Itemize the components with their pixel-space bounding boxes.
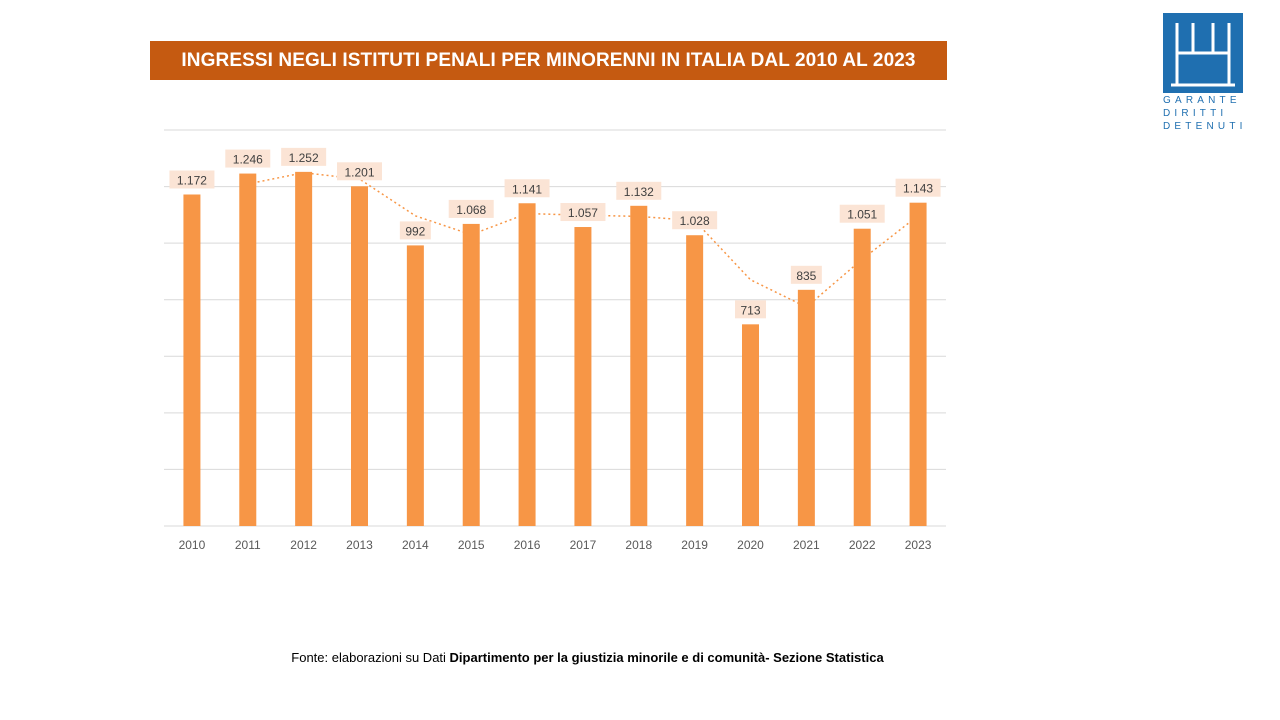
x-tick-2022: 2022: [849, 538, 876, 552]
x-tick-2011: 2011: [235, 538, 261, 552]
data-label-2022: 1.051: [847, 208, 877, 222]
bar-2015: [462, 223, 480, 526]
x-tick-2015: 2015: [458, 538, 485, 552]
bar-2010: [183, 194, 201, 526]
data-label-bg: [839, 204, 885, 223]
data-label-2014: 992: [405, 224, 425, 238]
source-note: Fonte: elaborazioni su Dati Dipartimento…: [0, 650, 1175, 665]
data-label-2017: 1.057: [568, 206, 598, 220]
logo-line-2: DIRITTI: [1163, 108, 1228, 119]
data-label-bg: [337, 162, 382, 181]
garante-logo-icon: [1163, 13, 1243, 93]
bar-2011: [239, 173, 257, 526]
data-label-bg: [281, 147, 327, 166]
bar-2016: [518, 203, 536, 526]
x-tick-2017: 2017: [570, 538, 597, 552]
x-tick-2014: 2014: [402, 538, 429, 552]
bar-2013: [351, 186, 368, 526]
x-tick-2016: 2016: [514, 538, 541, 552]
bar-2017: [574, 227, 592, 526]
bar-2020: [742, 324, 759, 526]
data-label-2018: 1.132: [624, 185, 654, 199]
data-label-2019: 1.028: [680, 214, 710, 228]
x-tick-2019: 2019: [681, 538, 708, 552]
x-tick-2023: 2023: [905, 538, 932, 552]
data-label-bg: [616, 181, 662, 200]
bar-2012: [295, 171, 313, 526]
chart-title: INGRESSI NEGLI ISTITUTI PENALI PER MINOR…: [150, 41, 947, 80]
data-label-2020: 713: [740, 303, 760, 317]
logo-line-3: DETENUTI: [1163, 121, 1247, 132]
x-axis-ticks: 2010 2011 2012 2013 2014 2015 2016 2017 2018 2019…: [179, 538, 932, 552]
data-label-bg: [504, 179, 550, 198]
bar-2021: [797, 289, 815, 526]
trendline: [247, 171, 919, 308]
data-label-bg: [399, 221, 431, 240]
data-label-2015: 1.068: [456, 203, 486, 217]
garante-logo: GARANTE DIRITTI DETENUTI: [1163, 13, 1245, 132]
data-label-2012: 1.252: [289, 151, 319, 165]
source-bold: Dipartimento per la giustizia minorile e…: [449, 650, 884, 665]
x-tick-2021: 2021: [793, 538, 820, 552]
bar-2018: [630, 205, 648, 526]
data-label-bg: [895, 178, 941, 197]
data-label-bg: [735, 300, 766, 319]
logo-line-1: GARANTE: [1163, 95, 1241, 106]
bar-2023: [909, 202, 927, 527]
data-label-bg: [672, 211, 718, 230]
grid-lines: [164, 129, 946, 527]
data-labels: 1.172 1.246 1.252 1.201 992 1.068 1.141 1.057 1.…: [169, 147, 941, 319]
data-label-2013: 1.201: [344, 165, 374, 179]
bar-2022: [853, 228, 871, 526]
data-label-2016: 1.141: [512, 182, 542, 196]
data-label-2011: 1.246: [233, 153, 263, 167]
data-label-bg: [169, 170, 215, 189]
bars: [183, 171, 927, 527]
data-label-bg: [448, 199, 494, 218]
x-tick-2018: 2018: [625, 538, 652, 552]
source-prefix: Fonte: elaborazioni su Dati: [291, 650, 450, 665]
trendline-path: [247, 171, 919, 308]
data-label-2010: 1.172: [177, 173, 207, 187]
data-label-bg: [560, 203, 606, 222]
x-tick-2012: 2012: [290, 538, 317, 552]
x-tick-2013: 2013: [346, 538, 373, 552]
x-tick-2020: 2020: [737, 538, 764, 552]
data-label-2021: 835: [796, 269, 816, 283]
x-tick-2010: 2010: [179, 538, 206, 552]
bar-2014: [406, 245, 424, 527]
data-label-2023: 1.143: [903, 182, 933, 196]
data-label-bg: [225, 149, 271, 168]
data-label-bg: [790, 265, 822, 284]
bar-2019: [686, 235, 704, 527]
